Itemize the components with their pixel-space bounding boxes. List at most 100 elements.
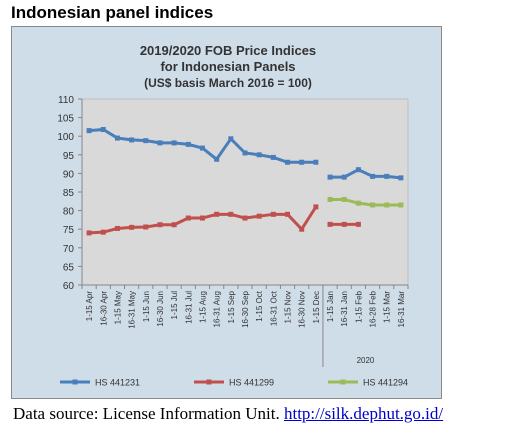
y-tick-label: 75 bbox=[63, 225, 75, 236]
legend-item-2: HS 441294 bbox=[328, 378, 408, 388]
data-point bbox=[100, 229, 106, 235]
data-point bbox=[313, 204, 319, 210]
price-index-chart: 2019/2020 FOB Price Indices for Indonesi… bbox=[57, 43, 409, 388]
x-tick-label: 16-31 Jan bbox=[340, 291, 349, 327]
y-tick-label: 70 bbox=[63, 244, 75, 255]
data-point bbox=[199, 145, 205, 151]
legend-label: HS 441294 bbox=[363, 378, 408, 388]
data-point bbox=[341, 174, 347, 180]
data-point bbox=[285, 159, 291, 165]
data-point bbox=[214, 156, 220, 162]
data-point bbox=[157, 222, 163, 228]
x-tick-label: 1-15 May bbox=[113, 291, 122, 324]
data-point bbox=[129, 137, 135, 143]
legend-item-0: HS 441231 bbox=[60, 378, 140, 388]
y-tick-label: 65 bbox=[63, 262, 75, 273]
y-tick-label: 110 bbox=[58, 95, 74, 106]
series-1 bbox=[86, 204, 361, 236]
data-point bbox=[129, 224, 135, 230]
x-tick-label: 1-15 Jan bbox=[326, 291, 335, 322]
source-link[interactable]: http://silk.dephut.go.id/ bbox=[283, 404, 444, 423]
data-point bbox=[171, 140, 177, 146]
y-axis: 60 65 70 75 80 85 90 95 100 105 110 bbox=[57, 95, 83, 292]
data-point bbox=[256, 213, 262, 219]
year-group-label: 2020 bbox=[357, 356, 375, 365]
x-tick-label: 1-15 Sep bbox=[227, 290, 236, 323]
x-tick-label: 1-15 Mar bbox=[383, 291, 392, 323]
chart-figure: 2019/2020 FOB Price Indices for Indonesi… bbox=[11, 26, 442, 399]
legend-item-1: HS 441299 bbox=[194, 378, 274, 388]
data-point bbox=[199, 215, 205, 221]
data-point bbox=[214, 211, 220, 217]
y-tick-label: 95 bbox=[63, 151, 75, 162]
data-point bbox=[398, 175, 404, 181]
y-tick-label: 105 bbox=[57, 114, 74, 125]
data-point bbox=[299, 159, 305, 165]
series-2 bbox=[327, 196, 404, 208]
data-point bbox=[242, 215, 248, 221]
data-point bbox=[270, 154, 276, 160]
data-point bbox=[185, 215, 191, 221]
x-tick-label: 16-28 Feb bbox=[369, 290, 378, 327]
data-point bbox=[327, 196, 333, 202]
data-point bbox=[327, 174, 333, 180]
x-tick-label: 16-30 Sep bbox=[241, 290, 250, 327]
data-point bbox=[86, 230, 92, 236]
x-tick-label: 1-15 Aug bbox=[198, 291, 207, 323]
data-point bbox=[114, 225, 120, 231]
y-tick-label: 60 bbox=[63, 281, 75, 292]
x-tick-label: 16-30 Jun bbox=[156, 291, 165, 327]
x-tick-label: 1-15 Apr bbox=[85, 291, 94, 322]
data-point bbox=[100, 127, 106, 133]
data-point bbox=[355, 221, 361, 227]
data-point bbox=[270, 211, 276, 217]
data-source-note: Data source: License Information Unit. h… bbox=[13, 404, 443, 424]
legend: HS 441231 HS 441299 HS 441294 bbox=[60, 378, 408, 388]
source-text: Data source: License Information Unit. bbox=[13, 404, 280, 423]
data-point bbox=[185, 141, 191, 147]
x-tick-label: 16-30 Nov bbox=[298, 291, 307, 328]
plot-area bbox=[81, 98, 409, 286]
x-tick-label: 1-15 Jun bbox=[142, 291, 151, 322]
data-point bbox=[86, 128, 92, 134]
legend-label: HS 441299 bbox=[229, 378, 274, 388]
x-tick-label: 16-31 May bbox=[128, 291, 137, 329]
x-tick-label: 16-30 Apr bbox=[99, 291, 108, 326]
x-tick-label: 16-31 Oct bbox=[269, 290, 278, 326]
data-point bbox=[114, 135, 120, 141]
data-point bbox=[256, 152, 262, 158]
legend-swatch-marker bbox=[340, 379, 346, 385]
data-point bbox=[171, 222, 177, 228]
y-tick-label: 100 bbox=[57, 132, 74, 143]
data-point bbox=[285, 211, 291, 217]
data-point bbox=[384, 173, 390, 179]
y-tick-label: 90 bbox=[63, 169, 75, 180]
x-tick-label: 16-31 Jul bbox=[184, 291, 193, 324]
data-point bbox=[341, 196, 347, 202]
chart-title-line-1: 2019/2020 FOB Price Indices bbox=[140, 43, 316, 58]
chart-title-line-3: (US$ basis March 2016 = 100) bbox=[144, 76, 312, 90]
data-point bbox=[313, 159, 319, 165]
series-layer bbox=[86, 127, 404, 236]
x-tick-label: 1-15 Jul bbox=[170, 291, 179, 320]
y-tick-label: 80 bbox=[63, 207, 75, 218]
data-point bbox=[398, 202, 404, 208]
data-point bbox=[228, 136, 234, 142]
legend-label: HS 441231 bbox=[95, 378, 140, 388]
x-tick-label: 16-31 Mar bbox=[397, 291, 406, 328]
data-point bbox=[299, 226, 305, 232]
chart-title-line-2: for Indonesian Panels bbox=[160, 59, 295, 74]
data-point bbox=[228, 211, 234, 217]
data-point bbox=[355, 167, 361, 173]
legend-swatch-marker bbox=[72, 379, 78, 385]
data-point bbox=[143, 224, 149, 230]
x-tick-label: 16-31 Aug bbox=[213, 291, 222, 327]
x-tick-label: 1-15 Feb bbox=[354, 290, 363, 323]
legend-swatch-marker bbox=[206, 379, 212, 385]
series-0 bbox=[86, 127, 404, 181]
data-point bbox=[327, 221, 333, 227]
x-tick-label: 1-15 Nov bbox=[284, 291, 293, 323]
x-tick-label: 1-15 Dec bbox=[312, 291, 321, 323]
page-heading: Indonesian panel indices bbox=[11, 3, 214, 22]
data-point bbox=[384, 202, 390, 208]
